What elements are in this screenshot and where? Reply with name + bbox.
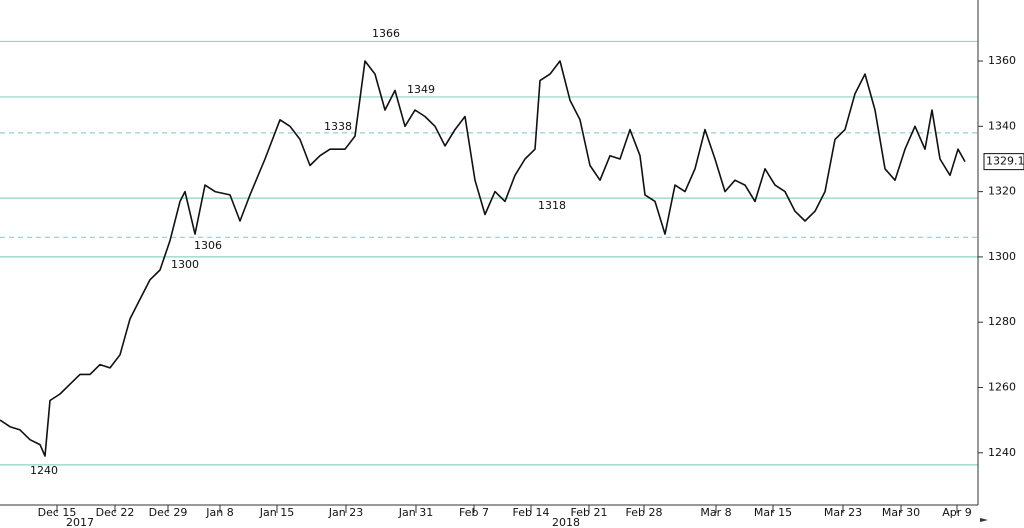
x-tick-label: Feb 14 xyxy=(513,506,550,519)
x-tick-label: Feb 7 xyxy=(459,506,489,519)
annotation: 1240 xyxy=(30,464,58,477)
x-tick-label: Jan 31 xyxy=(398,506,433,519)
last-value-box xyxy=(983,153,1024,171)
x-tick-label: Mar 15 xyxy=(754,506,792,519)
annotation: 1306 xyxy=(194,239,222,252)
y-tick-label: 1340 xyxy=(988,119,1016,132)
price-line xyxy=(0,60,966,457)
annotation: 1349 xyxy=(407,83,435,96)
y-tick-label: 1240 xyxy=(988,446,1016,459)
x-tick-label: Dec 15 xyxy=(38,506,77,519)
y-tick-label: 1320 xyxy=(988,185,1016,198)
y-tick-label: 1360 xyxy=(988,54,1016,67)
scroll-arrow xyxy=(980,518,988,522)
last-value-label: 1329.19 xyxy=(986,155,1024,168)
x-tick-label: Apr 9 xyxy=(942,506,972,519)
y-tick-label: 1280 xyxy=(988,315,1016,328)
x-tick-label: Jan 15 xyxy=(259,506,294,519)
y-tick-label: 1260 xyxy=(988,380,1016,393)
year-label: 2018 xyxy=(552,516,580,528)
x-tick-label: Jan 8 xyxy=(205,506,233,519)
x-tick-label: Jan 23 xyxy=(328,506,363,519)
x-tick-label: Feb 28 xyxy=(626,506,663,519)
annotation: 1338 xyxy=(324,120,352,133)
annotation: 1300 xyxy=(171,258,199,271)
x-tick-label: Feb 21 xyxy=(571,506,608,519)
x-tick-label: Mar 8 xyxy=(700,506,731,519)
annotation: 1318 xyxy=(538,199,566,212)
y-tick-label: 1300 xyxy=(988,250,1016,263)
x-tick-label: Mar 23 xyxy=(824,506,862,519)
x-tick-label: Dec 22 xyxy=(96,506,135,519)
x-tick-label: Mar 30 xyxy=(882,506,920,519)
annotation: 1366 xyxy=(372,27,400,40)
year-label: 2017 xyxy=(66,516,94,528)
x-tick-label: Dec 29 xyxy=(149,506,188,519)
